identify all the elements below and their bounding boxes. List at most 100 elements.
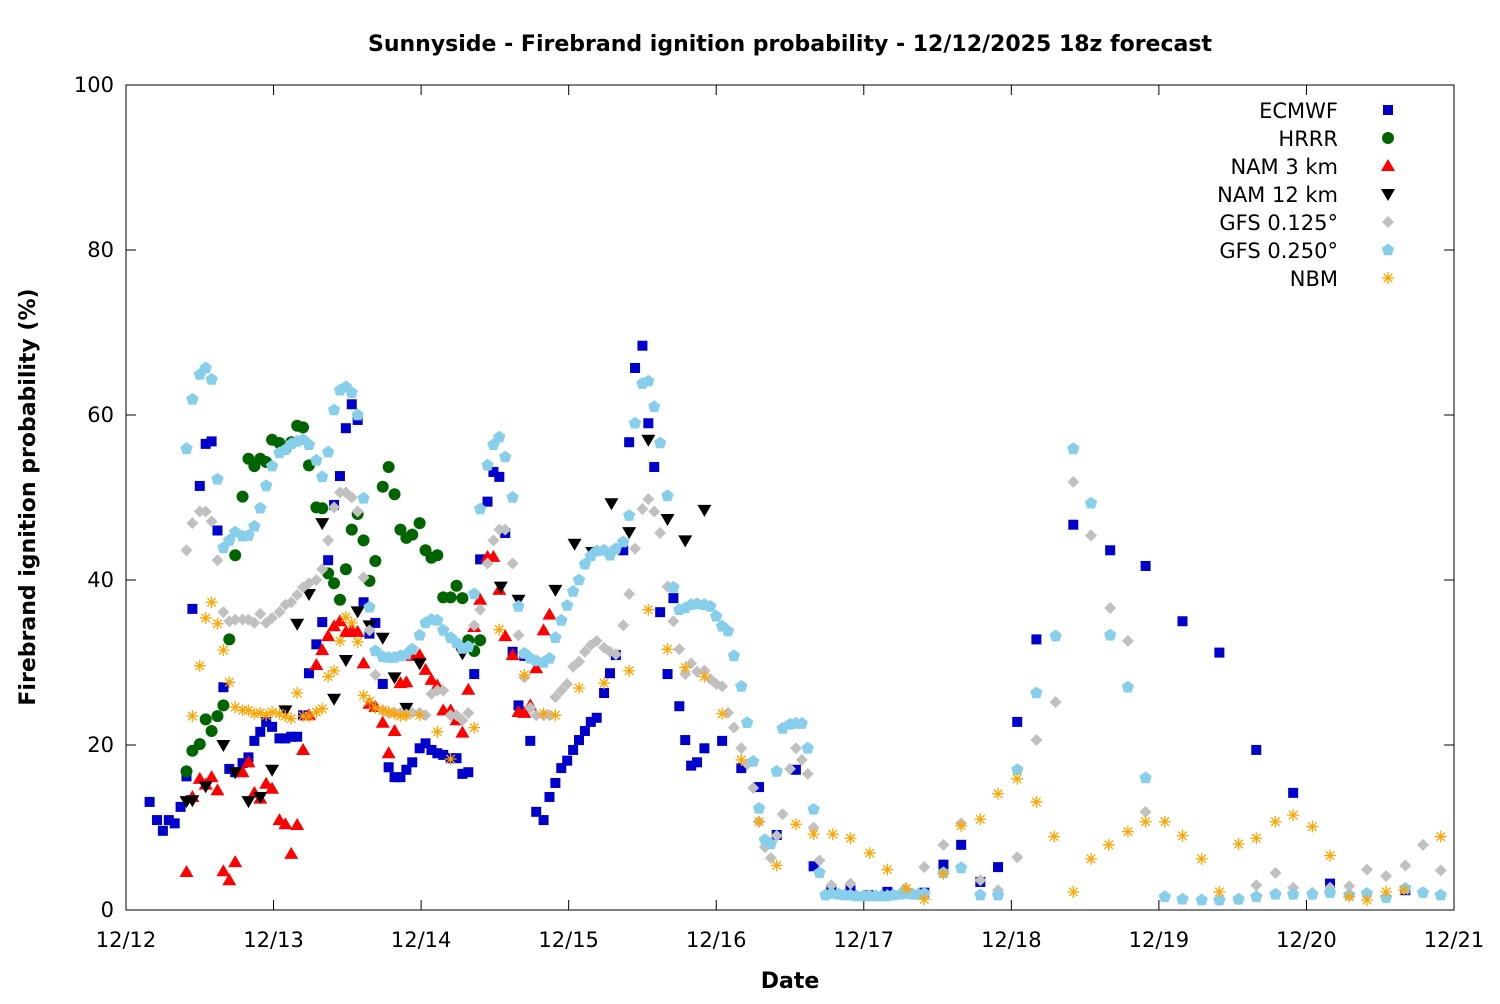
data-point bbox=[770, 764, 783, 777]
data-point bbox=[629, 542, 642, 555]
data-point bbox=[248, 519, 261, 532]
data-point bbox=[1011, 763, 1024, 775]
series-nam-3-km bbox=[179, 549, 557, 886]
data-point bbox=[668, 593, 679, 604]
data-point bbox=[624, 437, 635, 448]
data-point bbox=[248, 707, 261, 720]
data-point bbox=[303, 668, 314, 679]
data-point bbox=[1360, 894, 1373, 907]
data-point bbox=[267, 721, 278, 732]
data-point bbox=[618, 545, 629, 556]
data-point bbox=[572, 655, 585, 668]
data-point bbox=[274, 733, 285, 744]
data-point bbox=[795, 717, 808, 729]
chart-title: Sunnyside - Firebrand ignition probabili… bbox=[368, 32, 1212, 57]
data-point bbox=[585, 716, 596, 727]
data-point bbox=[444, 753, 457, 766]
data-point bbox=[573, 735, 584, 746]
data-point bbox=[357, 534, 370, 547]
data-point bbox=[938, 859, 949, 870]
data-point bbox=[205, 596, 218, 609]
x-tick-label: 12/19 bbox=[1129, 928, 1190, 952]
data-point bbox=[399, 675, 414, 688]
data-point bbox=[456, 592, 469, 605]
data-point bbox=[790, 764, 801, 775]
data-point bbox=[236, 490, 249, 503]
data-point bbox=[339, 611, 352, 624]
data-point bbox=[412, 648, 427, 661]
data-point bbox=[186, 392, 199, 405]
data-point bbox=[680, 735, 691, 746]
data-point bbox=[290, 618, 305, 631]
data-point bbox=[444, 591, 457, 604]
data-point bbox=[1195, 893, 1208, 906]
x-tick-label: 12/18 bbox=[981, 928, 1042, 952]
data-point bbox=[784, 762, 796, 775]
data-point bbox=[1250, 832, 1263, 845]
data-point bbox=[1030, 734, 1043, 747]
data-point bbox=[1306, 887, 1319, 900]
data-point bbox=[1195, 852, 1208, 865]
data-point bbox=[578, 645, 591, 658]
data-point bbox=[241, 796, 256, 809]
data-point bbox=[332, 614, 347, 627]
data-point bbox=[530, 709, 543, 722]
data-point bbox=[642, 493, 655, 506]
data-point bbox=[494, 471, 505, 482]
data-point bbox=[844, 877, 857, 890]
data-point bbox=[413, 517, 426, 530]
data-point bbox=[345, 491, 358, 504]
data-point bbox=[469, 669, 480, 680]
data-point bbox=[180, 544, 193, 557]
y-tick-label: 40 bbox=[87, 568, 114, 592]
data-point bbox=[1417, 838, 1430, 851]
data-point bbox=[414, 743, 425, 754]
data-point bbox=[223, 676, 236, 689]
data-point bbox=[211, 710, 224, 723]
data-point bbox=[310, 453, 323, 466]
data-point bbox=[211, 617, 224, 630]
data-point bbox=[764, 837, 777, 850]
data-point bbox=[265, 781, 280, 794]
data-point bbox=[655, 607, 666, 618]
data-point bbox=[381, 746, 396, 759]
data-point bbox=[1250, 879, 1263, 892]
data-point bbox=[151, 815, 162, 826]
data-point bbox=[205, 515, 218, 528]
data-point bbox=[1085, 529, 1098, 542]
data-point bbox=[1084, 496, 1098, 509]
data-point bbox=[218, 682, 229, 693]
data-point bbox=[1176, 892, 1189, 905]
data-point bbox=[753, 815, 766, 828]
data-point bbox=[801, 767, 814, 780]
data-point bbox=[1104, 628, 1117, 641]
data-point bbox=[468, 587, 481, 600]
data-point bbox=[566, 585, 580, 597]
data-point bbox=[279, 710, 292, 723]
data-point bbox=[548, 584, 563, 597]
y-axis-label: Firebrand ignition probability (%) bbox=[16, 288, 41, 705]
data-point bbox=[1012, 716, 1023, 727]
data-point bbox=[328, 501, 341, 514]
series-nam-12-km bbox=[179, 434, 712, 809]
data-point bbox=[333, 635, 346, 648]
data-point bbox=[1434, 888, 1447, 901]
y-tick-label: 100 bbox=[74, 73, 114, 97]
data-point bbox=[463, 767, 474, 778]
data-point bbox=[468, 619, 481, 632]
data-point bbox=[667, 615, 680, 628]
data-point bbox=[1030, 795, 1043, 808]
data-point bbox=[505, 648, 520, 661]
data-point bbox=[579, 725, 590, 736]
legend-marker bbox=[1381, 159, 1395, 171]
data-point bbox=[623, 588, 636, 601]
data-point bbox=[431, 613, 444, 626]
data-point bbox=[394, 710, 407, 723]
data-point bbox=[572, 573, 586, 586]
data-point bbox=[752, 802, 766, 814]
data-point bbox=[813, 854, 826, 867]
legend-marker bbox=[1382, 216, 1394, 228]
data-point bbox=[536, 623, 551, 636]
data-point bbox=[747, 781, 760, 794]
data-point bbox=[278, 817, 293, 830]
